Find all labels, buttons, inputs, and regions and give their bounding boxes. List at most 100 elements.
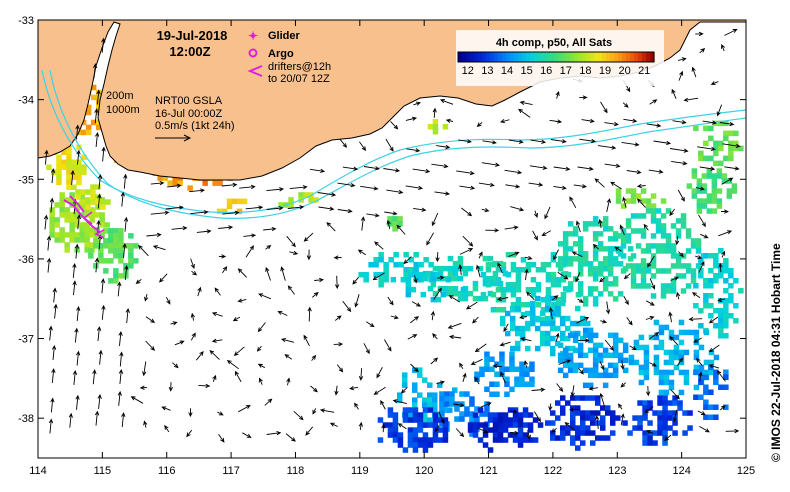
sst-cell (698, 344, 705, 351)
current-vector (150, 210, 170, 215)
current-vector (462, 235, 474, 247)
sst-cell (698, 374, 704, 380)
sst-cell (84, 207, 90, 213)
current-vector (310, 168, 326, 173)
sst-cell (630, 283, 637, 289)
sst-cell (703, 329, 710, 336)
sst-cell (670, 253, 677, 259)
current-vector (256, 345, 262, 352)
sst-cell (479, 366, 485, 372)
current-vector (285, 433, 296, 442)
sst-cell (447, 285, 454, 292)
sst-cell (66, 154, 72, 160)
current-vector (333, 255, 342, 260)
sst-cell (650, 293, 657, 299)
sst-cell (713, 145, 719, 152)
sst-cell (85, 109, 92, 116)
current-vector (72, 369, 78, 385)
sst-cell (723, 374, 729, 380)
sst-cell (49, 212, 55, 218)
sst-cell (675, 253, 682, 259)
sst-cell (683, 349, 690, 356)
colorbar-segment (634, 52, 639, 62)
sst-cell (432, 412, 439, 418)
sst-cell (698, 323, 704, 329)
current-vector (579, 138, 597, 144)
sst-cell (570, 420, 576, 426)
sst-cell (713, 140, 719, 147)
current-vector (670, 276, 680, 281)
sst-cell (550, 325, 556, 332)
colorbar-segment (458, 52, 463, 62)
current-vector (534, 411, 541, 423)
sst-cell (683, 369, 690, 376)
current-vector (677, 357, 684, 366)
sst-cell (510, 325, 516, 332)
sst-cell (630, 278, 637, 284)
sst-cell (678, 369, 685, 376)
sst-cell (447, 270, 454, 277)
current-vector (672, 409, 678, 423)
sst-cell (437, 382, 443, 388)
current-vector (575, 272, 581, 283)
sst-cell (167, 180, 173, 186)
sst-cell (716, 198, 723, 204)
sst-cell (635, 283, 642, 289)
sst-cell (615, 415, 621, 421)
sst-cell (403, 252, 409, 258)
sst-cell (703, 399, 709, 405)
sst-cell (662, 415, 668, 421)
sst-cell (432, 422, 439, 428)
current-vector (188, 408, 193, 418)
sst-cell (444, 391, 450, 397)
current-vector (386, 189, 404, 195)
sst-cell (417, 422, 424, 428)
current-vector (405, 116, 418, 121)
current-vector (72, 280, 77, 296)
sst-cell (432, 417, 439, 423)
current-vector (258, 377, 263, 385)
sst-cell (469, 411, 475, 417)
current-vector (578, 367, 584, 375)
sst-cell (630, 228, 637, 234)
sst-cell (525, 345, 531, 352)
sst-cell (718, 248, 724, 254)
sst-cell (612, 261, 619, 267)
sst-cell (417, 412, 424, 418)
sst-cell (512, 412, 519, 418)
current-vector (189, 188, 206, 193)
sst-cell (630, 253, 637, 259)
current-vector (314, 277, 325, 283)
sst-cell (672, 410, 678, 416)
sst-cell (388, 257, 394, 263)
sst-cell (522, 437, 529, 443)
sst-cell (668, 384, 675, 391)
sst-cell (668, 349, 675, 356)
sst-cell (524, 381, 530, 387)
sst-cell (522, 432, 529, 438)
sst-cell (592, 216, 599, 222)
sst-cell (368, 262, 374, 268)
current-vector (648, 169, 664, 174)
sst-cell (439, 406, 445, 412)
sst-cell (49, 227, 55, 233)
sst-cell (504, 366, 510, 372)
current-vector (334, 385, 339, 396)
current-vector (669, 336, 679, 346)
sst-cell (685, 233, 692, 239)
sst-cell (103, 258, 109, 264)
sst-cell (432, 265, 439, 272)
sst-cell (590, 420, 596, 426)
sst-cell (430, 276, 437, 283)
sst-cell (472, 427, 479, 433)
sst-cell (580, 335, 586, 342)
sst-cell (452, 387, 458, 393)
sst-cell (711, 183, 718, 189)
sst-cell (711, 173, 718, 179)
sst-cell (495, 307, 502, 313)
sst-cell (662, 430, 668, 436)
sst-cell (459, 391, 465, 397)
sst-cell (662, 405, 668, 411)
lat-tick-label: -34 (18, 95, 34, 107)
sst-cell (633, 344, 640, 351)
